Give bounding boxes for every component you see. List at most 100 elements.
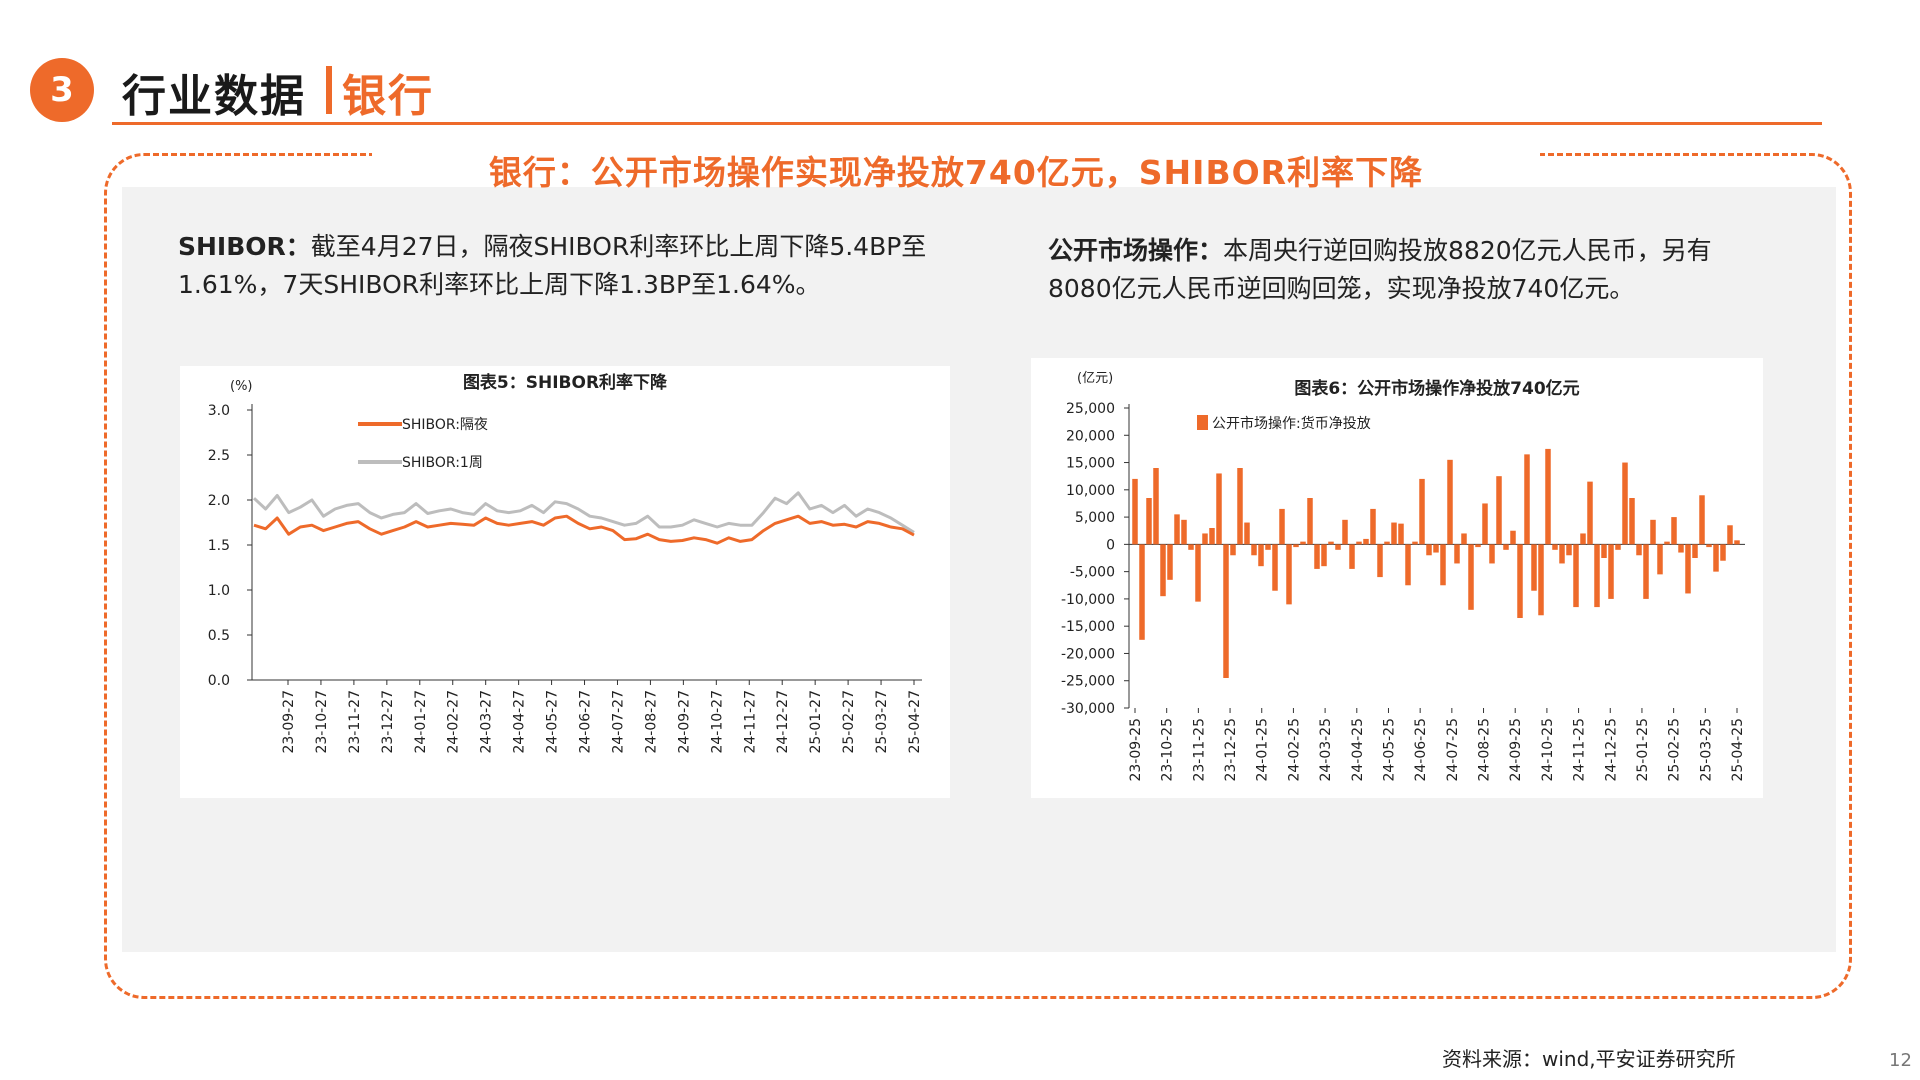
x-tick-label: 24-07-25 xyxy=(1445,718,1461,782)
y-tick-label: 3.0 xyxy=(208,403,230,419)
y-tick-label: 25,000 xyxy=(1066,401,1115,417)
bar xyxy=(1223,544,1229,678)
x-tick-label: 23-09-27 xyxy=(281,690,297,754)
bar xyxy=(1160,544,1166,597)
x-tick-label: 23-09-25 xyxy=(1128,718,1144,782)
x-tick-label: 24-12-25 xyxy=(1603,718,1619,782)
bar xyxy=(1608,544,1614,599)
bar xyxy=(1503,544,1509,550)
legend-swatch xyxy=(1197,415,1208,430)
y-tick-label: -25,000 xyxy=(1061,674,1115,690)
legend-label: SHIBOR:1周 xyxy=(402,455,483,471)
shibor-chart-card: 图表5：SHIBOR利率下降 (%) 0.0 0.5 1.0 1.5 2.0 2.5 3.0 23… xyxy=(180,366,950,798)
x-tick-label: 23-11-25 xyxy=(1191,718,1207,782)
bar xyxy=(1699,495,1705,545)
x-tick-label: 24-02-27 xyxy=(446,690,462,754)
x-tick-label: 24-11-27 xyxy=(742,690,758,754)
bar xyxy=(1314,544,1320,569)
x-tick-label: 24-01-25 xyxy=(1255,718,1271,782)
omo-lead: 公开市场操作： xyxy=(1048,236,1224,265)
y-tick-label: 1.5 xyxy=(208,538,230,554)
x-tick-label: 24-06-27 xyxy=(578,690,594,754)
page-number: 12 xyxy=(1889,1050,1912,1071)
bar xyxy=(1622,462,1628,545)
bar xyxy=(1587,481,1593,545)
x-tick-label: 23-12-25 xyxy=(1223,718,1239,782)
x-tick-label: 24-05-27 xyxy=(545,690,561,754)
source-note: 资料来源：wind,平安证券研究所 xyxy=(1442,1047,1736,1071)
bar xyxy=(1174,514,1180,545)
x-tick-label: 25-04-27 xyxy=(907,690,923,754)
series-line xyxy=(253,514,915,545)
series-line xyxy=(252,491,915,534)
y-tick-label: 2.0 xyxy=(208,493,230,509)
y-tick-label: -30,000 xyxy=(1061,701,1115,717)
bar xyxy=(1720,544,1726,561)
x-tick-label: 24-04-25 xyxy=(1350,718,1366,782)
bar xyxy=(1496,476,1502,545)
bar xyxy=(1440,544,1446,586)
legend-label: 公开市场操作:货币净投放 xyxy=(1212,415,1371,432)
bar xyxy=(1286,544,1292,605)
bar xyxy=(1692,544,1698,558)
y-tick-label: 1.0 xyxy=(208,583,230,599)
section-banner: 银行：公开市场操作实现净投放740亿元，SHIBOR利率下降 xyxy=(488,153,1424,192)
x-tick-label: 23-10-25 xyxy=(1160,718,1176,782)
x-tick-label: 23-10-27 xyxy=(314,690,330,754)
bar xyxy=(1244,522,1250,545)
x-tick-label: 24-01-27 xyxy=(413,690,429,754)
bar xyxy=(1251,544,1257,556)
bar xyxy=(1643,544,1649,599)
y-tick-label: -15,000 xyxy=(1061,619,1115,635)
bar xyxy=(1209,528,1215,545)
bar xyxy=(1202,533,1208,545)
bar xyxy=(1657,544,1663,575)
omo-chart: 图表6：公开市场操作净投放740亿元 (亿元) 25,000 20,000 15,000… xyxy=(1061,371,1746,782)
x-tick-label: 24-12-27 xyxy=(775,690,791,754)
bar xyxy=(1664,541,1670,545)
x-tick-label: 25-03-27 xyxy=(874,690,890,754)
bar xyxy=(1307,498,1313,545)
bar xyxy=(1363,538,1369,545)
y-axis-unit: (亿元) xyxy=(1077,371,1113,386)
bar xyxy=(1538,544,1544,616)
bar xyxy=(1293,544,1299,548)
x-tick-label: 23-11-27 xyxy=(347,690,363,754)
omo-body: 本周央行逆回购投放8820亿元人民币，另有8080亿元人民币逆回购回笼，实现净投… xyxy=(1048,236,1712,303)
bar xyxy=(1734,540,1740,545)
x-tick-label: 25-03-25 xyxy=(1698,718,1714,782)
bar xyxy=(1328,541,1334,545)
x-tick-label: 25-01-25 xyxy=(1635,718,1651,782)
bar xyxy=(1615,544,1621,550)
y-tick-label: -5,000 xyxy=(1070,565,1115,581)
y-tick-label: 2.5 xyxy=(208,448,230,464)
bar xyxy=(1517,544,1523,618)
y-tick-label: 15,000 xyxy=(1066,456,1115,472)
chart-title: 图表6：公开市场操作净投放740亿元 xyxy=(1294,378,1579,399)
shibor-body: 截至4月27日，隔夜SHIBOR利率环比上周下降5.4BP至1.61%，7天SH… xyxy=(178,232,927,299)
header-rule xyxy=(112,122,1822,125)
bar xyxy=(1601,544,1607,558)
bar xyxy=(1356,541,1362,545)
x-tick-label: 24-08-27 xyxy=(643,690,659,754)
x-tick-label: 24-11-25 xyxy=(1572,718,1588,782)
x-tick-label: 24-08-25 xyxy=(1477,718,1493,782)
omo-chart-card: 图表6：公开市场操作净投放740亿元 (亿元) 25,000 20,000 15,000… xyxy=(1031,358,1763,798)
bar xyxy=(1454,544,1460,564)
bar xyxy=(1398,523,1404,545)
bar xyxy=(1132,478,1138,545)
bar xyxy=(1685,544,1691,594)
bar xyxy=(1447,459,1453,545)
bar xyxy=(1405,544,1411,586)
shibor-lead: SHIBOR： xyxy=(178,232,311,261)
bar xyxy=(1258,544,1264,567)
bar xyxy=(1370,508,1376,545)
bar xyxy=(1650,519,1656,545)
bar xyxy=(1167,544,1173,580)
y-tick-label: -10,000 xyxy=(1061,592,1115,608)
x-tick-label: 25-02-25 xyxy=(1667,718,1683,782)
bar xyxy=(1713,544,1719,572)
bar xyxy=(1342,519,1348,545)
y-tick-label: 0.0 xyxy=(208,673,230,689)
bar xyxy=(1146,498,1152,545)
